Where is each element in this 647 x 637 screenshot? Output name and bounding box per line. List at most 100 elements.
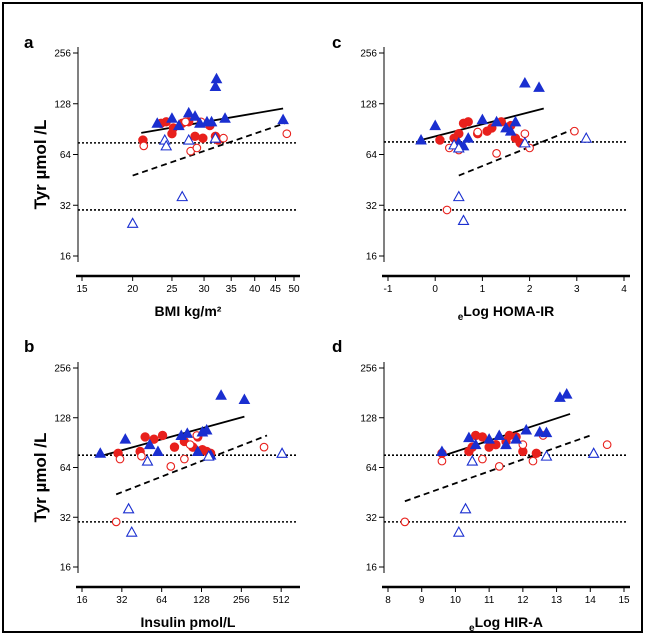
x-tick-label: 2 <box>527 284 533 295</box>
panel-b: b 16 32 64 128 256 16 32 64 128 256 512 Insulin pmol… <box>24 337 300 630</box>
y-tick-label: 64 <box>366 463 378 474</box>
y-tick-label: 64 <box>366 150 378 161</box>
x-tick-label: 10 <box>450 595 462 606</box>
x-tick-label: 25 <box>166 284 178 295</box>
x-axis-title: BMI kg/m² <box>155 303 222 319</box>
y-tick-label: 32 <box>366 201 378 212</box>
x-tick-label: 16 <box>76 595 88 606</box>
y-tick-label: 128 <box>54 99 71 110</box>
y-tick-label: 256 <box>360 49 377 60</box>
x-tick-label: 15 <box>76 284 88 295</box>
point-open-triangle <box>452 526 465 537</box>
point-open-triangle <box>141 454 154 466</box>
point-filled-triangle <box>181 427 194 438</box>
y-tick-label: 16 <box>366 563 378 574</box>
point-open-circle <box>185 440 195 449</box>
y-axis-title: Tyr µmol /L <box>31 120 50 210</box>
point-filled-circle <box>463 117 473 127</box>
point-open-triangle <box>209 132 222 143</box>
point-filled-triangle <box>429 119 442 131</box>
point-open-circle <box>139 141 149 151</box>
point-open-circle <box>437 456 447 466</box>
x-axis-title: eLog HIR-A <box>469 614 543 634</box>
point-filled-triangle <box>191 445 204 456</box>
point-open-circle <box>166 462 176 471</box>
point-filled-circle <box>167 129 177 139</box>
point-open-triangle <box>122 502 135 514</box>
panel-label-b: b <box>24 337 34 356</box>
point-open-triangle <box>459 502 472 514</box>
panel-label-d: d <box>332 337 342 356</box>
point-filled-triangle <box>205 115 218 127</box>
point-filled-triangle <box>490 115 503 127</box>
y-tick-label: 64 <box>60 150 72 161</box>
y-tick-label: 128 <box>360 99 377 110</box>
point-open-circle <box>473 127 483 137</box>
point-open-triangle <box>457 214 470 226</box>
point-open-triangle <box>125 526 138 537</box>
point-filled-triangle <box>277 113 289 125</box>
x-tick-label: 32 <box>116 595 128 606</box>
point-filled-triangle <box>166 112 178 123</box>
y-tick-label: 16 <box>60 563 72 574</box>
point-filled-triangle <box>504 125 517 136</box>
point-open-triangle <box>540 449 553 461</box>
point-filled-circle <box>190 131 200 142</box>
point-filled-triangle <box>189 110 201 121</box>
x-tick-label: 3 <box>574 284 580 295</box>
point-filled-circle <box>169 442 180 452</box>
x-tick-label: 8 <box>385 595 391 606</box>
point-filled-triangle <box>560 388 573 399</box>
point-filled-triangle <box>520 423 533 435</box>
point-open-circle <box>180 454 189 464</box>
panel-a: a 16 32 64 128 256 15 20 25 30 35 40 45 50 BMI kg/m² Ty… <box>24 33 300 319</box>
fit-line-solid <box>100 415 245 457</box>
panel-label-c: c <box>332 33 341 52</box>
point-open-triangle <box>452 141 465 153</box>
x-tick-label: 40 <box>249 284 261 295</box>
x-axis-title-sub: e <box>469 623 475 634</box>
y-tick-label: 256 <box>360 364 377 375</box>
y-tick-label: 128 <box>54 413 71 424</box>
fit-line-dashed <box>404 434 591 503</box>
x-axis-title: eLog HOMA-IR <box>458 303 555 323</box>
x-tick-label: 4 <box>621 284 627 295</box>
x-tick-label: 12 <box>517 595 529 606</box>
y-tick-label: 256 <box>54 364 71 375</box>
point-filled-circle <box>454 129 464 139</box>
point-open-circle <box>219 133 228 143</box>
y-axis-title: Tyr µmol /L <box>31 433 50 523</box>
point-open-circle <box>602 440 612 449</box>
x-axis-title-sub: e <box>458 312 464 323</box>
point-filled-triangle <box>476 113 489 125</box>
point-open-circle <box>442 205 452 215</box>
fit-line-dashed <box>132 121 288 177</box>
panel-label-a: a <box>24 33 34 52</box>
x-tick-label: 1 <box>480 284 486 295</box>
point-filled-circle <box>477 432 488 442</box>
point-open-circle <box>528 456 538 466</box>
point-filled-triangle <box>152 445 164 456</box>
point-open-triangle <box>126 217 139 228</box>
x-tick-label: 14 <box>585 595 597 606</box>
point-filled-triangle <box>510 433 522 444</box>
point-filled-triangle <box>209 80 222 92</box>
point-filled-circle <box>140 432 150 442</box>
point-filled-triangle <box>143 438 156 450</box>
x-tick-label: 13 <box>551 595 563 606</box>
x-tick-label: 20 <box>127 284 139 295</box>
x-tick-label: 64 <box>156 595 168 606</box>
point-filled-triangle <box>519 76 531 88</box>
point-open-circle <box>181 117 190 127</box>
point-filled-triangle <box>493 429 506 440</box>
point-open-triangle <box>176 190 189 202</box>
panel-c: c 16 32 64 128 256 -1 0 1 2 3 4 eLog HOMA-IR <box>332 33 630 323</box>
x-axis-title: Insulin pmol/L <box>141 614 236 630</box>
point-filled-triangle <box>500 438 512 450</box>
point-filled-triangle <box>119 433 132 444</box>
point-filled-triangle <box>94 447 107 458</box>
point-filled-triangle <box>533 425 546 437</box>
point-open-circle <box>494 462 504 471</box>
point-open-circle <box>400 517 410 527</box>
point-open-circle <box>137 451 146 461</box>
